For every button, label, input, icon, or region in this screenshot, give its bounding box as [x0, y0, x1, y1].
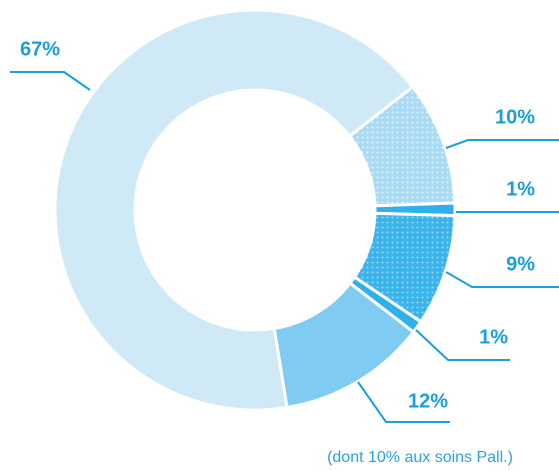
- annotation: (dont 10% aux soins Pall.): [327, 449, 513, 466]
- data-label: 1%: [506, 178, 535, 200]
- data-label: 9%: [506, 253, 535, 275]
- data-label: 67%: [20, 38, 60, 60]
- leader-line: [415, 329, 510, 361]
- data-label: 12%: [408, 390, 448, 412]
- leader-line: [445, 139, 559, 149]
- data-label: 10%: [495, 106, 535, 128]
- data-label: 1%: [479, 326, 508, 348]
- leader-line: [445, 271, 559, 288]
- leader-line: [357, 381, 450, 423]
- leader-line: [10, 71, 91, 91]
- donut-segment: [53, 8, 415, 412]
